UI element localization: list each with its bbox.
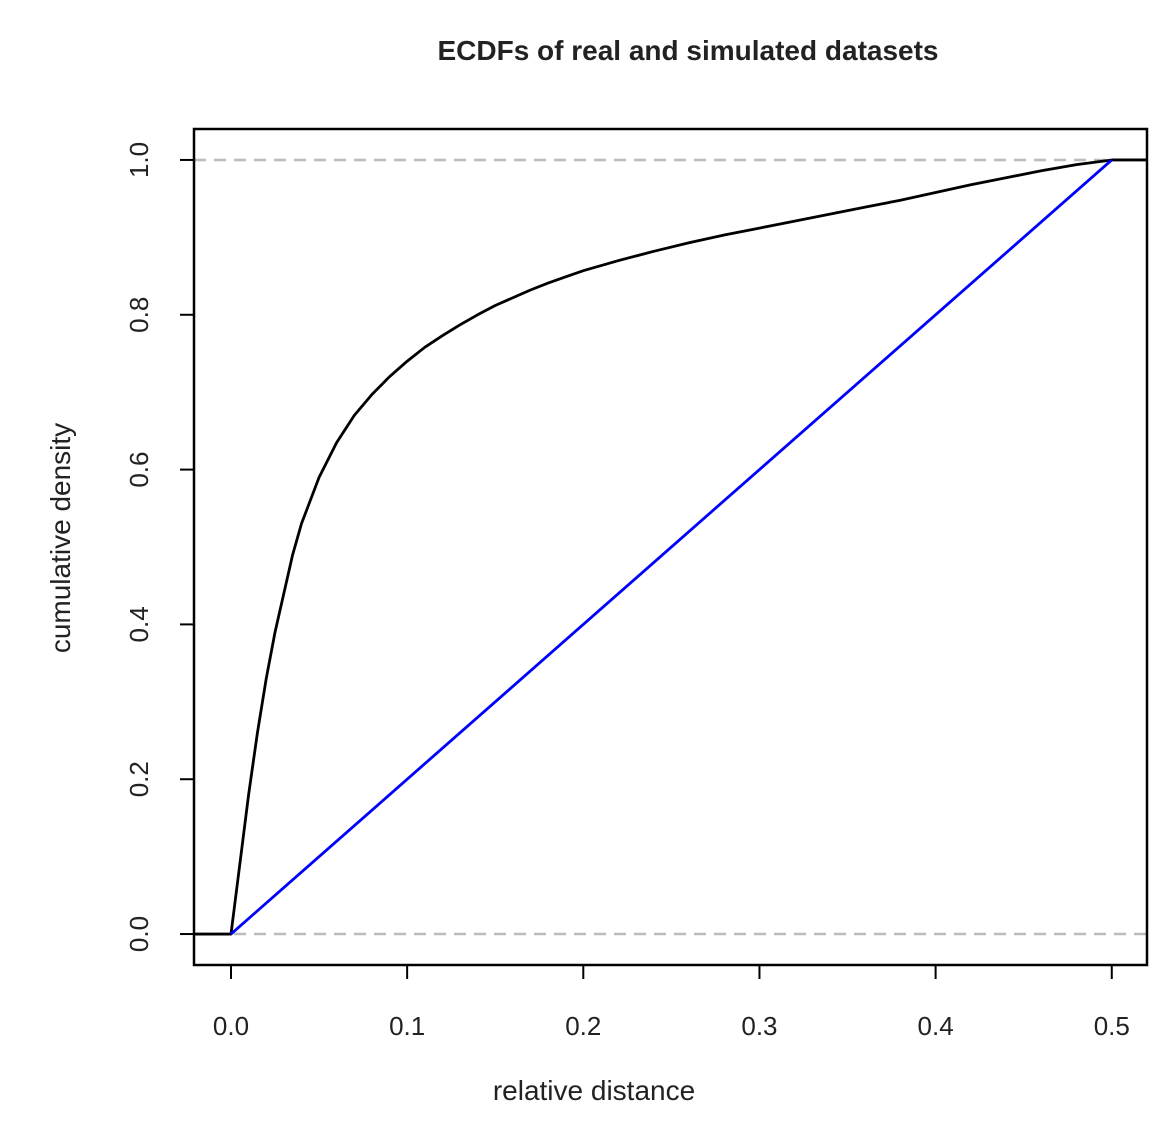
y-tick-label: 0.8 [124, 297, 154, 333]
x-axis: 0.0 0.1 0.2 0.3 0.4 0.5 [213, 964, 1130, 1041]
y-tick-label: 0.6 [124, 452, 154, 488]
y-tick-label: 1.0 [124, 142, 154, 178]
x-tick-label: 0.3 [741, 1011, 777, 1041]
x-tick-label: 0.0 [213, 1011, 249, 1041]
series-line-1 [230, 158, 1113, 936]
y-tick-label: 0.4 [124, 606, 154, 642]
y-axis: 0.0 0.2 0.4 0.6 0.8 1.0 [124, 142, 195, 952]
x-tick-label: 0.1 [389, 1011, 425, 1041]
plot-area [194, 158, 1147, 936]
y-axis-label: cumulative density [45, 423, 76, 653]
series-line-0 [194, 158, 1147, 936]
x-tick-label: 0.5 [1094, 1011, 1130, 1041]
y-tick-label: 0.2 [124, 761, 154, 797]
chart-title: ECDFs of real and simulated datasets [437, 35, 938, 66]
x-axis-label: relative distance [493, 1075, 695, 1106]
y-tick-label: 0.0 [124, 916, 154, 952]
x-tick-label: 0.2 [565, 1011, 601, 1041]
x-tick-label: 0.4 [918, 1011, 954, 1041]
